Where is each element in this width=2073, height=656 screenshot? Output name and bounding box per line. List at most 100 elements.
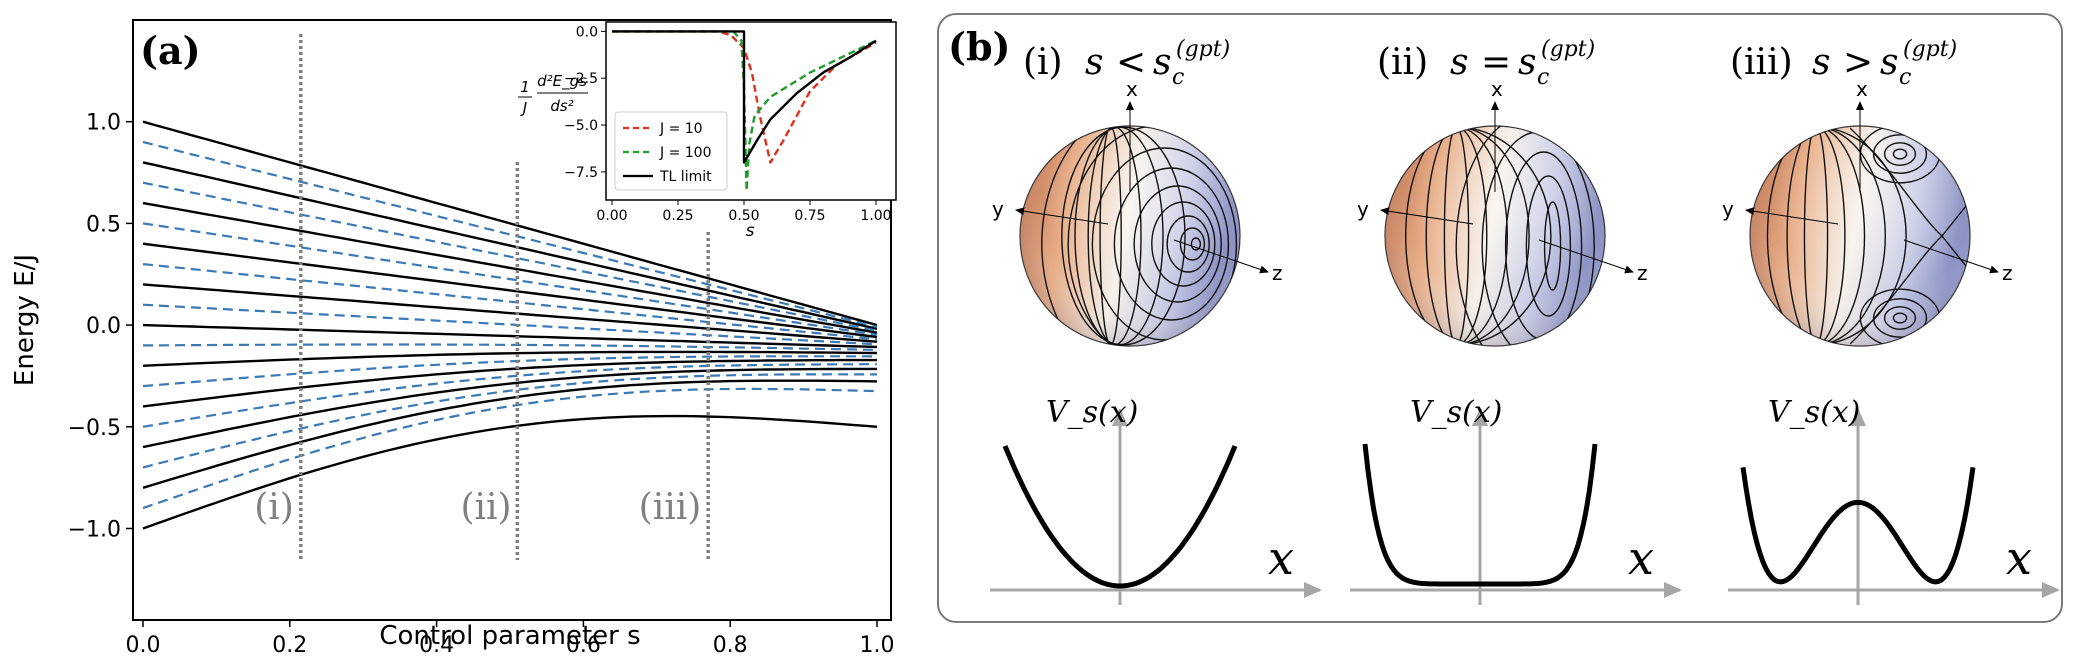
inset-x-tick-label: 0.25 xyxy=(662,208,693,224)
title-ii-rel: = xyxy=(1481,42,1511,83)
inset-x-axis-label: s xyxy=(746,221,755,241)
second-derivative-inset: 0.00 0.25 0.50 0.75 1.00 0.0 −2.5 −5.0 −7.5 s 1 … xyxy=(518,21,897,241)
title-i-s: s xyxy=(1085,42,1103,83)
potential-plot-iii: V_s(x)x xyxy=(1728,395,2060,605)
potential-plots: V_s(x)xV_s(x)xV_s(x)x xyxy=(990,395,2060,605)
inset-y-tick-label: −2.5 xyxy=(564,71,598,87)
inset-y-axis-label: 1 J d²E_gs ds² xyxy=(518,72,588,117)
column-title-i: (i) s < s c (gpt) xyxy=(1023,37,1230,90)
x-axis-label: x xyxy=(1491,77,1503,101)
main-axis-ticks: 0.0 0.2 0.4 0.6 0.8 1.0 −1.0 −0.5 0.0 0.5 1.0 xyxy=(68,111,895,656)
title-ii-roman: (ii) xyxy=(1377,42,1428,83)
x-tick-label: 0.8 xyxy=(713,633,748,656)
energy-level-exact-4 xyxy=(142,283,878,343)
x-axis-label: x xyxy=(1856,77,1868,101)
title-iii-sub: c xyxy=(1899,65,1911,90)
potential-plot-ii: V_s(x)x xyxy=(1350,395,1682,605)
legend-label-j100: J = 100 xyxy=(659,145,711,161)
x-tick-label: 0.4 xyxy=(419,633,454,656)
inset-ylabel-one: 1 xyxy=(520,78,530,96)
sphere-axes xyxy=(1015,101,1269,274)
sphere-contours xyxy=(1041,126,1240,346)
contour xyxy=(1190,237,1202,251)
inset-curve-2 xyxy=(612,30,877,164)
z-axis-label: z xyxy=(2002,261,2013,285)
inset-ylabel-num: d²E_gs xyxy=(537,72,587,91)
inset-y-tick-label: −5.0 xyxy=(564,118,598,134)
inset-axis-ticks: 0.00 0.25 0.50 0.75 1.00 0.0 −2.5 −5.0 −7.5 xyxy=(564,24,892,224)
region-label-ii: (ii) xyxy=(460,487,511,528)
energy-level-exact-0 xyxy=(142,120,878,327)
energy-level-approx-14 xyxy=(142,263,878,341)
contour xyxy=(1067,126,1240,346)
energy-level-approx-15 xyxy=(142,303,878,346)
inset-ylabel-j: J xyxy=(520,99,527,117)
title-ii-sub: c xyxy=(1537,65,1549,90)
inset-frame xyxy=(605,21,897,201)
main-x-axis-label: Control parameter s xyxy=(379,621,640,651)
y-axis-arrow xyxy=(1745,207,1839,225)
energy-level-lines xyxy=(142,120,878,530)
energy-level-exact-2 xyxy=(142,201,878,334)
y-tick-label: 0.0 xyxy=(86,314,121,339)
energy-level-approx-19 xyxy=(142,373,877,469)
title-iii-sc: s xyxy=(1880,42,1898,83)
energy-level-approx-16 xyxy=(143,343,878,351)
y-tick-label: −0.5 xyxy=(68,416,121,441)
energy-level-exact-9 xyxy=(142,379,878,489)
energy-level-exact-8 xyxy=(142,367,877,449)
y-axis-arrow xyxy=(1015,207,1109,225)
inset-curves xyxy=(612,30,877,192)
inset-y-tick-label: 0.0 xyxy=(576,24,598,40)
contour xyxy=(1041,126,1240,346)
title-i-sup: (gpt) xyxy=(1176,37,1230,62)
inset-x-tick-label: 0.50 xyxy=(728,208,759,224)
inset-y-tick-label: −7.5 xyxy=(564,165,598,181)
energy-level-exact-7 xyxy=(142,358,877,408)
z-axis-label: z xyxy=(1637,261,1648,285)
contour xyxy=(1892,312,1908,324)
sphere-axes xyxy=(1380,101,1634,274)
energy-level-exact-10 xyxy=(142,414,878,530)
potential-label: V_s(x) xyxy=(1768,395,1860,430)
potential-x-label: x xyxy=(1628,531,1654,585)
energy-level-exact-6 xyxy=(142,350,878,367)
title-iii-sup: (gpt) xyxy=(1903,37,1957,62)
contour xyxy=(1061,126,1186,346)
inset-curve-1 xyxy=(612,30,877,192)
y-tick-label: 1.0 xyxy=(86,111,121,136)
title-i-roman: (i) xyxy=(1023,42,1063,83)
legend-label-j10: J = 10 xyxy=(659,121,703,137)
title-ii-s: s xyxy=(1450,42,1468,83)
energy-level-approx-13 xyxy=(142,222,878,336)
panel-a-label: (a) xyxy=(140,28,201,73)
bloch-sphere-iii: x y z xyxy=(1722,77,2013,347)
energy-spectrum-plot xyxy=(142,120,878,530)
y-axis-label: y xyxy=(1722,197,1734,221)
panel-b: (b) (i) s < s c (gpt) (ii) s = s c (gpt)… xyxy=(937,13,2063,623)
region-divider-lines xyxy=(299,34,710,560)
column-title-iii: (iii) s > s c (gpt) xyxy=(1730,37,1957,90)
contour xyxy=(1179,227,1206,261)
z-axis-label: z xyxy=(1272,261,1283,285)
inset-legend: J = 10 J = 100 TL limit xyxy=(614,111,728,191)
y-axis-label: y xyxy=(1357,197,1369,221)
contour xyxy=(1892,148,1908,160)
energy-level-approx-18 xyxy=(142,363,877,428)
title-iii-roman: (iii) xyxy=(1730,42,1793,83)
x-axis-label: x xyxy=(1126,77,1138,101)
legend-label-tl: TL limit xyxy=(659,169,712,185)
energy-level-approx-12 xyxy=(142,181,878,332)
inset-x-tick-label: 0.75 xyxy=(794,208,825,224)
energy-level-approx-11 xyxy=(142,140,878,328)
y-axis-label: y xyxy=(992,197,1004,221)
panel-a: 0.0 0.2 0.4 0.6 0.8 1.0−1.0−0.50.00.51.0 (a) … xyxy=(10,19,897,656)
energy-level-exact-1 xyxy=(142,161,878,330)
potential-x-label: x xyxy=(2006,531,2032,585)
title-i-sub: c xyxy=(1172,65,1184,90)
region-label-iii: (iii) xyxy=(639,487,702,528)
legend-box xyxy=(614,111,728,191)
z-axis-arrow xyxy=(1173,239,1269,274)
potential-curve xyxy=(1740,467,1976,585)
